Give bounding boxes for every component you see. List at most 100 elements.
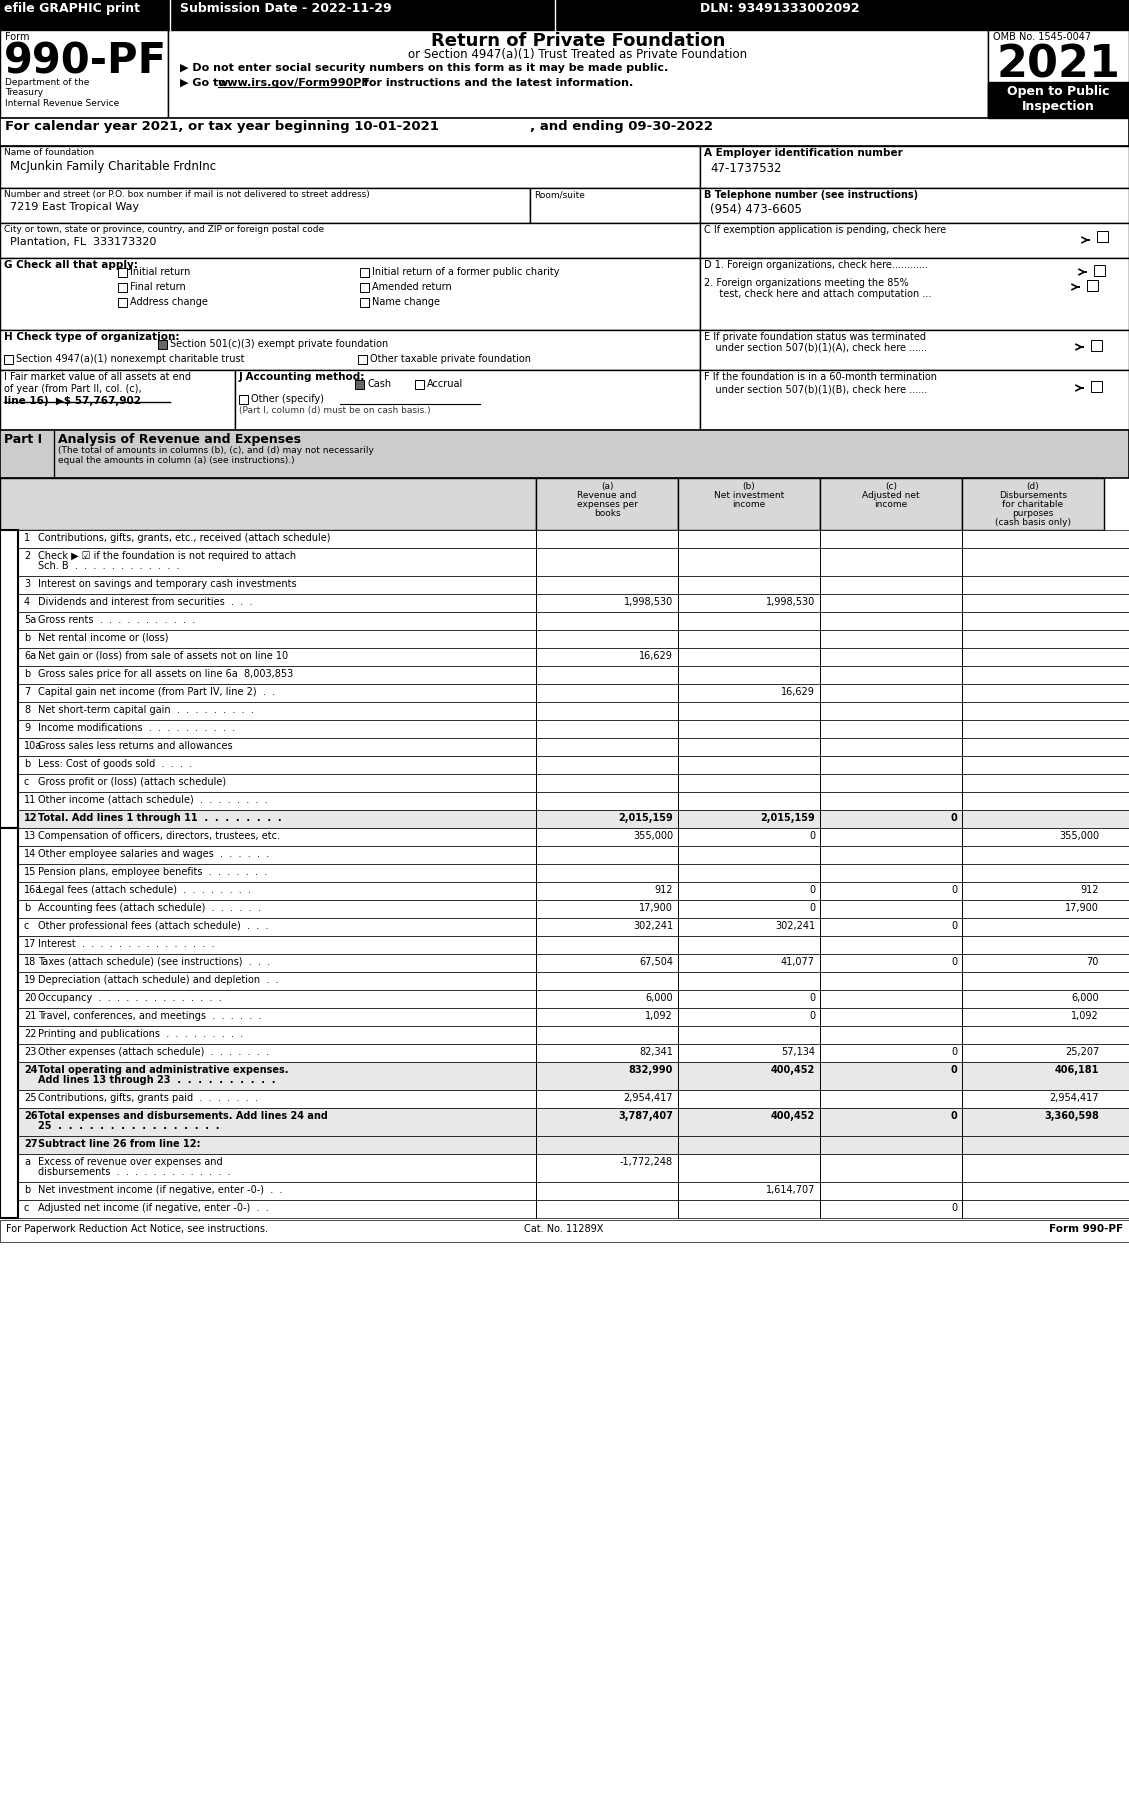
Bar	[0, 1063, 1129, 1090]
Bar	[0, 478, 536, 530]
Bar	[0, 647, 1129, 665]
Text: Total. Add lines 1 through 11  .  .  .  .  .  .  .  .: Total. Add lines 1 through 11 . . . . . …	[38, 813, 281, 823]
Bar	[0, 811, 1129, 829]
Text: 15: 15	[24, 867, 36, 877]
Text: 1,998,530: 1,998,530	[623, 597, 673, 608]
Bar	[0, 773, 1129, 791]
Text: Sch. B  .  .  .  .  .  .  .  .  .  .  .  .: Sch. B . . . . . . . . . . . .	[38, 561, 180, 572]
Bar	[0, 430, 1129, 478]
Bar	[119, 282, 126, 291]
Bar	[0, 955, 1129, 973]
Bar	[0, 1027, 1129, 1045]
Text: Gross sales price for all assets on line 6a  8,003,853: Gross sales price for all assets on line…	[38, 669, 294, 680]
Text: H Check type of organization:: H Check type of organization:	[5, 333, 180, 342]
Text: Other professional fees (attach schedule)  .  .  .: Other professional fees (attach schedule…	[38, 921, 269, 931]
Text: income: income	[733, 500, 765, 509]
Bar	[700, 146, 1129, 189]
Text: b: b	[24, 759, 30, 770]
Text: Section 501(c)(3) exempt private foundation: Section 501(c)(3) exempt private foundat…	[170, 340, 388, 349]
Bar	[820, 478, 962, 530]
Text: Dividends and interest from securities  .  .  .: Dividends and interest from securities .…	[38, 597, 253, 608]
Bar	[360, 282, 369, 291]
Text: I Fair market value of all assets at end: I Fair market value of all assets at end	[5, 372, 191, 381]
Bar	[988, 83, 1129, 119]
Bar	[355, 379, 364, 388]
Text: (c): (c)	[885, 482, 898, 491]
Text: 6a: 6a	[24, 651, 36, 662]
Text: 10a: 10a	[24, 741, 42, 752]
Text: Contributions, gifts, grants paid  .  .  .  .  .  .  .: Contributions, gifts, grants paid . . . …	[38, 1093, 257, 1102]
Text: 832,990: 832,990	[629, 1064, 673, 1075]
Bar	[0, 701, 1129, 719]
Bar	[168, 31, 988, 119]
Bar	[0, 683, 1129, 701]
Text: Pension plans, employee benefits  .  .  .  .  .  .  .: Pension plans, employee benefits . . . .…	[38, 867, 268, 877]
Text: under section 507(b)(1)(A), check here ......: under section 507(b)(1)(A), check here .…	[706, 343, 927, 352]
Text: Check ▶ ☑ if the foundation is not required to attach: Check ▶ ☑ if the foundation is not requi…	[38, 550, 296, 561]
Text: Plantation, FL  333173320: Plantation, FL 333173320	[10, 237, 157, 246]
Text: Net gain or (loss) from sale of assets not on line 10: Net gain or (loss) from sale of assets n…	[38, 651, 288, 662]
Bar	[0, 31, 1129, 119]
Text: 355,000: 355,000	[1059, 831, 1099, 841]
Text: Other expenses (attach schedule)  .  .  .  .  .  .  .: Other expenses (attach schedule) . . . .…	[38, 1046, 269, 1057]
Text: 16a: 16a	[24, 885, 42, 895]
Text: Excess of revenue over expenses and: Excess of revenue over expenses and	[38, 1156, 222, 1167]
Text: 17: 17	[24, 939, 36, 949]
Text: 26: 26	[24, 1111, 37, 1120]
Bar	[0, 146, 700, 189]
Bar	[0, 0, 1129, 31]
Bar	[988, 31, 1129, 119]
Text: 400,452: 400,452	[771, 1111, 815, 1120]
Text: 0: 0	[951, 813, 957, 823]
Text: (cash basis only): (cash basis only)	[995, 518, 1071, 527]
Text: C If exemption application is pending, check here: C If exemption application is pending, c…	[704, 225, 946, 236]
Text: 16,629: 16,629	[781, 687, 815, 698]
Text: For calendar year 2021, or tax year beginning 10-01-2021: For calendar year 2021, or tax year begi…	[5, 120, 439, 133]
Bar	[700, 370, 1129, 430]
Text: 70: 70	[1086, 957, 1099, 967]
Text: 2. Foreign organizations meeting the 85%: 2. Foreign organizations meeting the 85%	[704, 279, 909, 288]
Text: 24: 24	[24, 1064, 37, 1075]
Bar	[0, 665, 1129, 683]
Text: 912: 912	[1080, 885, 1099, 895]
Text: 13: 13	[24, 831, 36, 841]
Text: Cat. No. 11289X: Cat. No. 11289X	[524, 1224, 604, 1233]
Text: For Paperwork Reduction Act Notice, see instructions.: For Paperwork Reduction Act Notice, see …	[6, 1224, 268, 1233]
Text: 1,998,530: 1,998,530	[765, 597, 815, 608]
Text: (The total of amounts in columns (b), (c), and (d) may not necessarily: (The total of amounts in columns (b), (c…	[58, 446, 374, 455]
Text: (954) 473-6605: (954) 473-6605	[710, 203, 802, 216]
Text: 6,000: 6,000	[646, 992, 673, 1003]
Text: 0: 0	[808, 831, 815, 841]
Bar	[119, 268, 126, 277]
Text: Printing and publications  .  .  .  .  .  .  .  .  .: Printing and publications . . . . . . . …	[38, 1028, 243, 1039]
Text: 20: 20	[24, 992, 36, 1003]
Text: , and ending 09-30-2022: , and ending 09-30-2022	[530, 120, 714, 133]
Bar	[700, 331, 1129, 370]
Bar	[0, 575, 1129, 593]
Text: Net short-term capital gain  .  .  .  .  .  .  .  .  .: Net short-term capital gain . . . . . . …	[38, 705, 254, 716]
Bar	[0, 865, 1129, 883]
Bar	[1091, 340, 1102, 351]
Text: books: books	[594, 509, 620, 518]
Bar	[0, 119, 1129, 146]
Text: 17,900: 17,900	[639, 903, 673, 913]
Text: 22: 22	[24, 1028, 36, 1039]
Text: Adjusted net income (if negative, enter -0-)  .  .: Adjusted net income (if negative, enter …	[38, 1203, 269, 1214]
Text: 0: 0	[951, 885, 957, 895]
Bar	[0, 593, 1129, 611]
Text: b: b	[24, 633, 30, 644]
Text: 2,954,417: 2,954,417	[623, 1093, 673, 1102]
Text: 0: 0	[808, 885, 815, 895]
Text: purposes: purposes	[1013, 509, 1053, 518]
Text: Return of Private Foundation: Return of Private Foundation	[431, 32, 725, 50]
Text: expenses per: expenses per	[577, 500, 638, 509]
Text: 8: 8	[24, 705, 30, 716]
Bar	[239, 396, 248, 405]
Text: (a): (a)	[601, 482, 613, 491]
Text: ▶ Go to: ▶ Go to	[180, 77, 229, 88]
Text: Form: Form	[5, 32, 29, 41]
Text: Other income (attach schedule)  .  .  .  .  .  .  .  .: Other income (attach schedule) . . . . .…	[38, 795, 268, 806]
Text: 302,241: 302,241	[633, 921, 673, 931]
Bar	[0, 1090, 1129, 1108]
Text: Disbursements: Disbursements	[999, 491, 1067, 500]
